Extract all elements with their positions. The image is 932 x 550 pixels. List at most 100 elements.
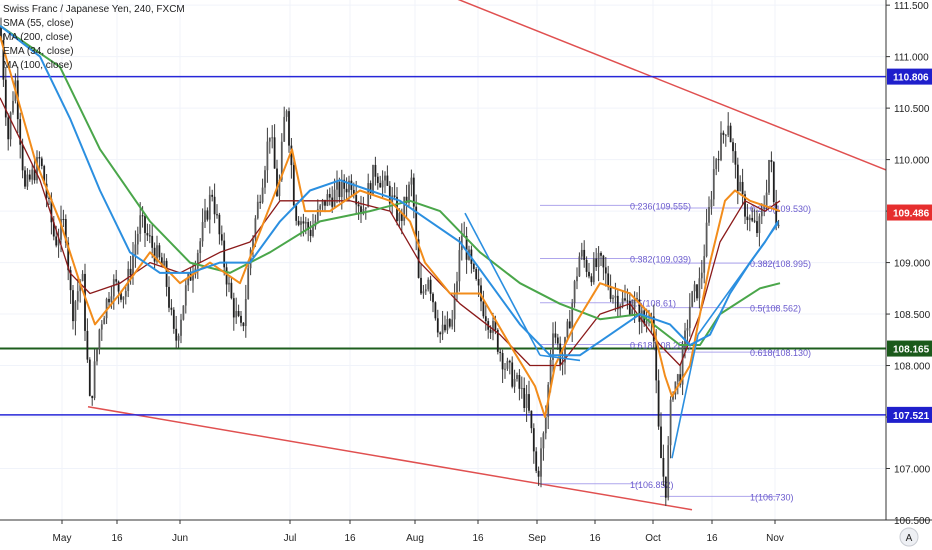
horizontal-levels[interactable] [0,75,886,416]
candle [676,373,679,395]
candle [72,284,74,330]
candle-body [175,328,178,341]
candle [192,263,194,293]
candle [710,191,713,215]
candle [446,311,449,334]
candle-body [549,359,552,385]
candle [264,165,266,194]
candle [772,161,775,207]
candle-body [386,175,389,186]
candle-body [7,117,10,140]
candle-body [134,244,137,256]
candle [499,347,502,362]
x-tick-label: 16 [472,533,484,544]
candle-body [307,222,310,231]
candle-body [268,137,271,142]
candle [636,292,638,301]
candle-body [235,310,238,318]
candle-body [482,301,485,317]
y-tick-label: 108.500 [894,310,931,321]
candle-body [168,286,170,308]
price-tag-bg [887,204,932,221]
legend-ma100[interactable]: MA (100, close) [3,60,73,71]
candle [768,159,770,196]
candle [177,333,180,348]
candle-body [679,374,682,385]
candle-body [74,301,77,322]
lower-channel-line [87,405,693,511]
candle [31,164,34,185]
candle [770,151,773,173]
candle-body [424,289,427,292]
candle-body [223,240,226,268]
candle [741,168,744,206]
candle-body [600,252,602,256]
candle [624,284,626,302]
legend-ma200[interactable]: MA (200, close) [3,32,73,43]
candle [758,213,761,247]
candle-body [369,183,372,195]
candle-body [300,221,302,225]
candle-body [312,226,314,236]
candle [444,315,446,333]
legend-sma55[interactable]: SMA (55, close) [3,18,74,29]
candle-body [112,279,115,297]
candle [184,278,187,314]
candle [460,223,463,261]
candle-body [156,245,158,262]
candle [645,308,648,333]
candle [292,159,295,207]
candle-body [410,177,413,185]
candle-body [760,208,763,217]
candle [588,262,590,279]
candle-body [708,207,710,223]
candle [523,377,526,412]
candle [100,320,103,341]
candle-body [732,142,734,152]
candle-body [220,234,223,241]
candle [127,261,130,298]
candle-body [376,176,379,183]
candle-body [530,410,533,429]
candle [319,204,322,216]
candle-body [446,319,449,331]
candle-body [535,451,538,471]
candle-body [146,233,149,236]
candle [660,412,662,459]
candle-body [590,276,593,283]
candle-body [72,290,74,322]
candle-body [691,291,694,307]
candle-body [660,426,662,459]
candle-body [684,330,686,347]
candle-body [280,141,283,180]
candle-body [326,194,329,206]
candle [230,277,233,300]
candle [712,156,715,207]
candle [4,67,7,126]
candle [328,187,331,206]
candle [295,203,298,226]
fib-label: 0.5(108.61) [630,299,676,309]
candle-body [681,346,684,385]
candle [506,357,509,371]
candle-body [657,380,660,427]
candle [432,292,434,313]
candle-body [139,215,142,234]
candle-body [43,166,46,184]
candle-body [115,279,118,282]
candle [242,322,245,332]
candle-body [724,134,727,136]
candle-body [712,169,715,200]
candle-body [129,268,132,276]
candle-body [748,217,751,221]
candle [456,271,458,303]
candle-body [254,218,257,239]
candle-body [52,222,55,237]
candle-body [561,362,564,365]
candle-body [592,258,595,283]
candle [24,166,26,190]
legend-ema34[interactable]: EMA (34, close) [3,46,74,57]
candle-body [434,302,437,319]
candle [703,244,706,284]
